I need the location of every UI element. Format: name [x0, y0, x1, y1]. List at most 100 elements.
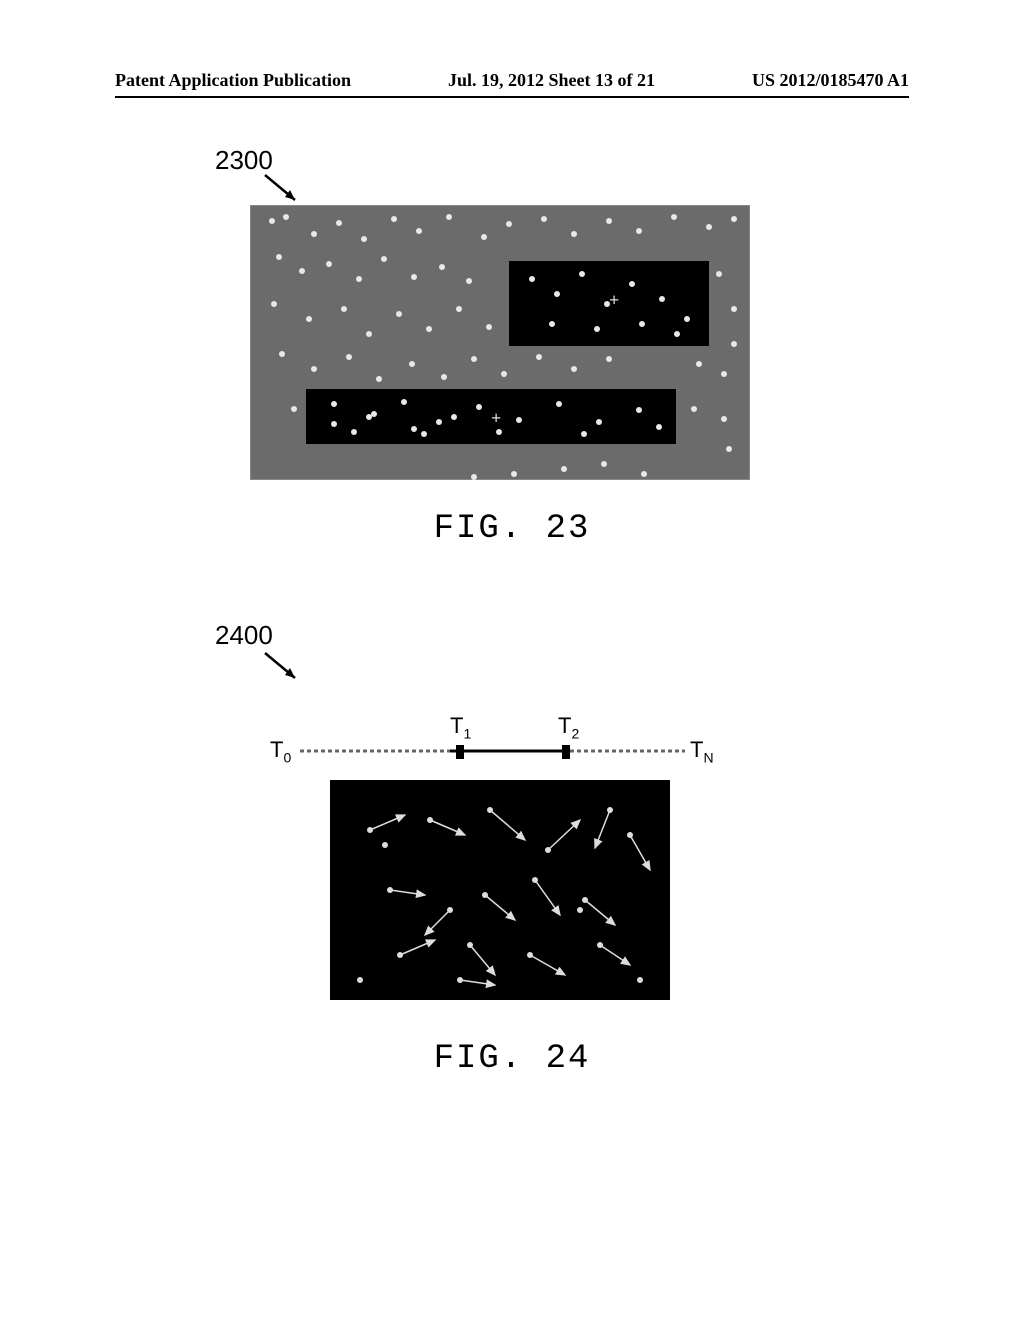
scatter-dot [536, 354, 542, 360]
scatter-dot [731, 341, 737, 347]
scatter-dot [441, 374, 447, 380]
header-left: Patent Application Publication [115, 70, 351, 91]
scatter-dot [361, 236, 367, 242]
scatter-dot [326, 261, 332, 267]
timeline-tn-label: TN [690, 737, 714, 765]
fig24-caption: FIG. 24 [0, 1040, 1024, 1078]
page-header: Patent Application Publication Jul. 19, … [0, 70, 1024, 91]
scatter-dot [496, 429, 502, 435]
scatter-dot [594, 326, 600, 332]
scatter-dot [471, 356, 477, 362]
fig24-ref-number: 2400 [215, 620, 273, 651]
scatter-dot [381, 256, 387, 262]
scatter-dot [541, 216, 547, 222]
scatter-dot [401, 399, 407, 405]
scatter-dot [721, 416, 727, 422]
scatter-dot [271, 301, 277, 307]
scatter-dot [549, 321, 555, 327]
scatter-dot [659, 296, 665, 302]
scatter-dot [561, 466, 567, 472]
scatter-dot [439, 264, 445, 270]
scatter-dot [641, 471, 647, 477]
scatter-dot [716, 271, 722, 277]
scatter-dot [486, 324, 492, 330]
scatter-dot [391, 216, 397, 222]
scatter-dot [331, 401, 337, 407]
scatter-dot [411, 426, 417, 432]
plus-icon: + [491, 409, 501, 427]
header-underline [115, 96, 909, 98]
scatter-dot [721, 371, 727, 377]
fig24-motion-panel [330, 780, 670, 1000]
scatter-dot [731, 306, 737, 312]
scatter-dot [436, 419, 442, 425]
scatter-dot [456, 306, 462, 312]
scatter-dot [346, 354, 352, 360]
timeline-t1-label: T1 [450, 713, 471, 741]
scatter-dot [636, 228, 642, 234]
scatter-dot [269, 218, 275, 224]
scatter-dot [396, 311, 402, 317]
scatter-dot [529, 276, 535, 282]
scatter-dot [506, 221, 512, 227]
scatter-dot [601, 461, 607, 467]
scatter-dot [731, 216, 737, 222]
scatter-dot [306, 316, 312, 322]
scatter-dot [426, 326, 432, 332]
scatter-dot [356, 276, 362, 282]
scatter-dot [331, 421, 337, 427]
scatter-dot [671, 214, 677, 220]
timeline-t2-label: T2 [558, 713, 579, 741]
scatter-dot [706, 224, 712, 230]
timeline-t0-label: T0 [270, 737, 291, 765]
scatter-dot [299, 268, 305, 274]
scatter-dot [366, 331, 372, 337]
scatter-dot [421, 431, 427, 437]
scatter-dot [556, 401, 562, 407]
scatter-dot [471, 474, 477, 480]
scatter-dot [341, 306, 347, 312]
timeline-axis [300, 745, 690, 765]
scatter-dot [451, 414, 457, 420]
scatter-dot [311, 366, 317, 372]
scatter-dot [606, 218, 612, 224]
scatter-dot [279, 351, 285, 357]
scatter-dot [501, 371, 507, 377]
fig23-selection-box-2: + [306, 389, 676, 444]
scatter-dot [411, 274, 417, 280]
fig24-motion-svg [330, 780, 670, 1000]
scatter-dot [636, 407, 642, 413]
scatter-dot [606, 356, 612, 362]
fig24-ref-arrow-icon [260, 648, 310, 693]
plus-icon: + [609, 291, 619, 309]
scatter-dot [571, 366, 577, 372]
scatter-dot [691, 406, 697, 412]
scatter-dot [639, 321, 645, 327]
scatter-dot [476, 404, 482, 410]
header-center: Jul. 19, 2012 Sheet 13 of 21 [448, 70, 655, 91]
scatter-dot [684, 316, 690, 322]
scatter-dot [571, 231, 577, 237]
scatter-dot [596, 419, 602, 425]
scatter-dot [481, 234, 487, 240]
scatter-dot [409, 361, 415, 367]
fig23-caption: FIG. 23 [0, 510, 1024, 548]
scatter-dot [416, 228, 422, 234]
scatter-dot [351, 429, 357, 435]
scatter-dot [336, 220, 342, 226]
header-right: US 2012/0185470 A1 [752, 70, 909, 91]
scatter-dot [511, 471, 517, 477]
scatter-dot [446, 214, 452, 220]
scatter-dot [283, 214, 289, 220]
scatter-dot [291, 406, 297, 412]
scatter-dot [376, 376, 382, 382]
scatter-dot [276, 254, 282, 260]
scatter-dot [554, 291, 560, 297]
scatter-dot [629, 281, 635, 287]
scatter-dot [466, 278, 472, 284]
fig23-scatter-panel: + + [250, 205, 750, 480]
scatter-dot [581, 431, 587, 437]
scatter-dot [516, 417, 522, 423]
scatter-dot [726, 446, 732, 452]
scatter-dot [579, 271, 585, 277]
